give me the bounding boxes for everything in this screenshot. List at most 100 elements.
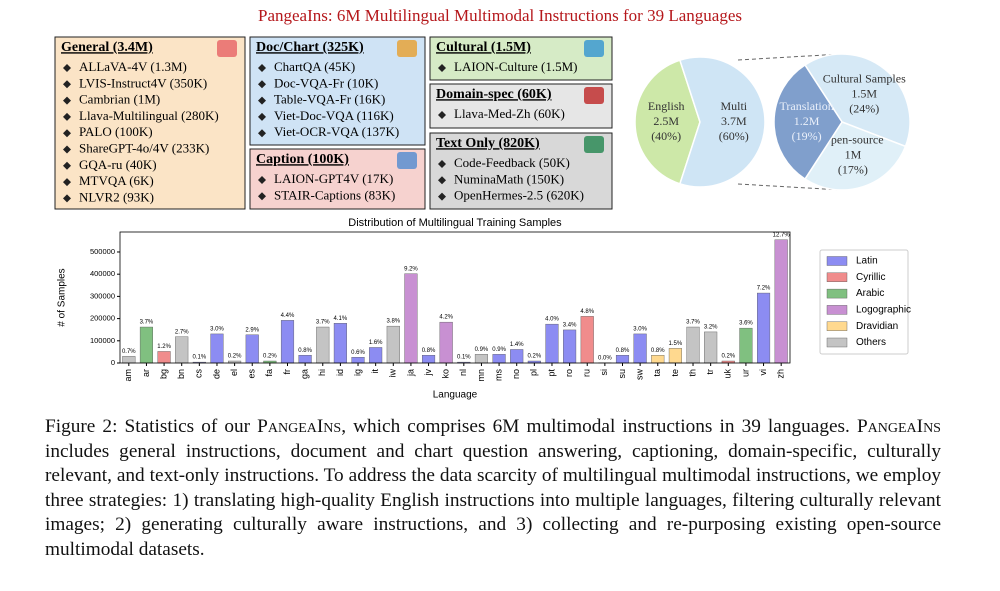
slice-percent: (17%)	[838, 162, 868, 176]
slice-amount: 2.5M	[653, 114, 679, 128]
bar	[316, 326, 330, 364]
x-tick-label: bn	[176, 369, 186, 379]
legend-label: Dravidian	[856, 321, 898, 332]
legend-label: Latin	[856, 256, 878, 267]
bullet	[438, 64, 446, 72]
legend-label: Cyrillic	[856, 272, 885, 283]
x-tick-label: no	[511, 369, 521, 379]
y-tick-label: 0	[111, 358, 115, 367]
box-title: General (3.4M)	[61, 40, 153, 55]
x-tick-label: fr	[282, 369, 292, 375]
box-item: LVIS-Instruct4V (350K)	[79, 75, 207, 90]
caption-text: includes general instructions, document …	[45, 440, 941, 560]
x-tick-label: zh	[776, 369, 786, 379]
value-label: 3.0%	[210, 326, 224, 332]
value-label: 0.7%	[122, 349, 136, 355]
bar	[492, 354, 506, 364]
box-item: GQA-ru (40K)	[79, 157, 157, 172]
y-tick-label: 200000	[90, 314, 115, 323]
value-label: 0.8%	[616, 348, 630, 354]
value-label: 0.2%	[228, 354, 242, 360]
box-item: Llava-Med-Zh (60K)	[454, 106, 565, 121]
slice-amount: 1.5M	[851, 86, 877, 100]
bar	[615, 355, 630, 364]
x-tick-label: th	[687, 369, 697, 377]
x-tick-label: vi	[758, 369, 768, 376]
value-label: 0.1%	[192, 355, 206, 361]
value-label: 4.0%	[545, 317, 559, 323]
dataset-box	[429, 83, 613, 129]
box-item: LAION-GPT4V (17K)	[274, 171, 393, 186]
box-item: ShareGPT-4o/4V (233K)	[79, 140, 209, 155]
box-item: ChartQA (45K)	[274, 59, 355, 74]
value-label: 4.4%	[281, 313, 295, 319]
x-tick-label: ur	[740, 369, 750, 377]
box-icon	[397, 152, 417, 169]
x-tick-label: ro	[564, 369, 574, 377]
bullet	[63, 129, 71, 138]
value-label: 1.6%	[369, 340, 383, 346]
box-title: Caption (100K)	[256, 152, 349, 167]
bar	[757, 292, 771, 364]
value-label: 1.2%	[157, 344, 171, 350]
bar	[298, 355, 312, 364]
connector	[737, 53, 843, 61]
bar	[474, 354, 488, 364]
box-item: OpenHermes-2.5 (620K)	[454, 188, 584, 203]
x-tick-label: it	[370, 369, 380, 374]
box-item: Table-VQA-Fr (16K)	[274, 92, 385, 107]
bar	[351, 357, 365, 364]
y-tick-label: 100000	[90, 336, 115, 345]
value-label: 0.8%	[298, 348, 312, 354]
value-label: 2.9%	[245, 327, 259, 333]
bar	[175, 336, 189, 364]
box-item: PALO (100K)	[79, 124, 153, 139]
bar	[563, 329, 577, 364]
x-tick-label: ga	[300, 369, 310, 379]
slice-amount: 1M	[845, 147, 862, 161]
y-tick-label: 400000	[90, 269, 115, 278]
x-tick-label: es	[247, 369, 257, 379]
bullet	[258, 96, 266, 105]
box-icon	[584, 136, 604, 153]
bar	[139, 326, 153, 364]
box-icon	[584, 40, 604, 57]
value-label: 0.2%	[527, 354, 541, 360]
bullet	[258, 176, 266, 184]
bullet	[63, 112, 71, 121]
bar	[668, 348, 682, 364]
value-label: 2.7%	[175, 329, 189, 335]
box-icon	[397, 40, 417, 57]
bullet	[63, 178, 71, 187]
bullet	[258, 80, 266, 89]
x-tick-label: el	[229, 369, 239, 376]
bar	[245, 334, 259, 364]
bullet	[63, 194, 71, 203]
x-tick-label: ms	[493, 369, 503, 381]
bullet	[63, 96, 71, 105]
value-label: 0.8%	[422, 348, 436, 354]
bar	[704, 331, 718, 364]
box-item: LAION-Culture (1.5M)	[454, 59, 577, 74]
dataset-box	[249, 36, 426, 146]
x-tick-label: ko	[441, 369, 451, 379]
slice-percent: (40%)	[651, 129, 681, 143]
box-item: ALLaVA-4V (1.3M)	[79, 59, 187, 74]
bullet	[63, 64, 71, 72]
value-label: 0.2%	[721, 354, 735, 360]
value-label: 1.4%	[510, 342, 524, 348]
x-tick-label: ta	[652, 369, 662, 377]
slice-amount: 1.2M	[794, 114, 820, 128]
legend-swatch	[826, 305, 848, 315]
value-label: 7.2%	[757, 286, 771, 292]
value-label: 3.7%	[140, 320, 154, 326]
x-tick-label: si	[599, 369, 609, 376]
slice-percent: (19%)	[792, 129, 822, 143]
bar	[633, 333, 647, 364]
bar	[545, 323, 559, 364]
pie-slice	[803, 53, 911, 148]
caption-text: Figure 2: Statistics of our	[45, 416, 258, 437]
x-tick-label: uk	[723, 369, 733, 379]
chart-title: Distribution of Multilingual Training Sa…	[348, 217, 562, 229]
